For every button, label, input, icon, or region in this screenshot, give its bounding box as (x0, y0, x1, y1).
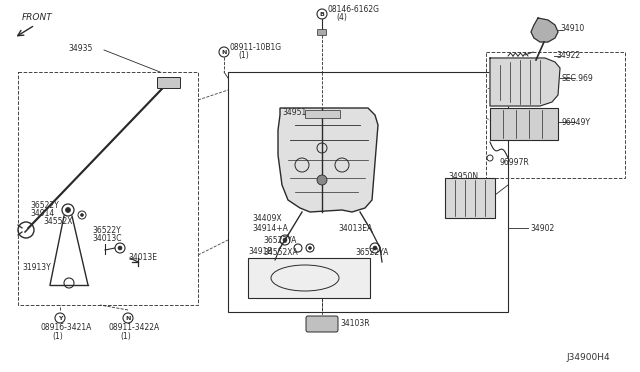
Polygon shape (490, 58, 560, 106)
Text: (1): (1) (52, 331, 63, 340)
Text: J34900H4: J34900H4 (566, 353, 610, 362)
Text: 34951: 34951 (282, 108, 307, 116)
Text: 36522YA: 36522YA (263, 235, 296, 244)
Text: 34552XA: 34552XA (263, 247, 298, 257)
Text: 08911-3422A: 08911-3422A (108, 324, 159, 333)
Text: 08911-10B1G: 08911-10B1G (230, 42, 282, 51)
Text: 34950N: 34950N (448, 171, 478, 180)
Text: 96949Y: 96949Y (562, 118, 591, 126)
Text: 34552X: 34552X (43, 217, 72, 225)
FancyBboxPatch shape (317, 29, 326, 35)
Text: (1): (1) (238, 51, 249, 60)
Circle shape (81, 214, 83, 217)
Polygon shape (531, 18, 558, 42)
Circle shape (317, 175, 327, 185)
Text: Y: Y (58, 315, 62, 321)
Text: N: N (221, 49, 227, 55)
Text: 34013EA: 34013EA (338, 224, 372, 232)
Text: 34013E: 34013E (128, 253, 157, 263)
Text: 34103R: 34103R (340, 318, 370, 327)
Text: (1): (1) (120, 331, 131, 340)
Text: 34902: 34902 (530, 224, 554, 232)
Polygon shape (248, 258, 370, 298)
Text: 34922: 34922 (556, 51, 580, 60)
Text: 34409X: 34409X (252, 214, 282, 222)
Text: 96997R: 96997R (500, 157, 530, 167)
Text: N: N (125, 315, 131, 321)
Polygon shape (445, 178, 495, 218)
Text: SEC.969: SEC.969 (562, 74, 594, 83)
Text: B: B (319, 12, 324, 16)
Circle shape (308, 247, 312, 250)
Text: 31913Y: 31913Y (22, 263, 51, 273)
Circle shape (65, 208, 70, 212)
FancyBboxPatch shape (157, 77, 180, 89)
Text: 34935: 34935 (68, 44, 92, 52)
Circle shape (283, 238, 287, 242)
FancyBboxPatch shape (306, 316, 338, 332)
Polygon shape (490, 108, 558, 140)
Text: 36522YA: 36522YA (355, 247, 388, 257)
Circle shape (118, 246, 122, 250)
Text: FRONT: FRONT (22, 13, 52, 22)
Polygon shape (305, 110, 340, 118)
Text: 3491B: 3491B (248, 247, 273, 256)
Circle shape (373, 246, 377, 250)
Text: 34013C: 34013C (92, 234, 122, 243)
Text: 36522Y: 36522Y (92, 225, 121, 234)
Text: 36522Y: 36522Y (30, 201, 59, 209)
Text: (4): (4) (336, 13, 347, 22)
Text: 34914: 34914 (30, 208, 54, 218)
Text: 08916-3421A: 08916-3421A (40, 324, 92, 333)
Text: 08146-6162G: 08146-6162G (328, 4, 380, 13)
Text: 34914+A: 34914+A (252, 224, 288, 232)
Text: 34910: 34910 (560, 23, 584, 32)
Polygon shape (278, 108, 378, 212)
